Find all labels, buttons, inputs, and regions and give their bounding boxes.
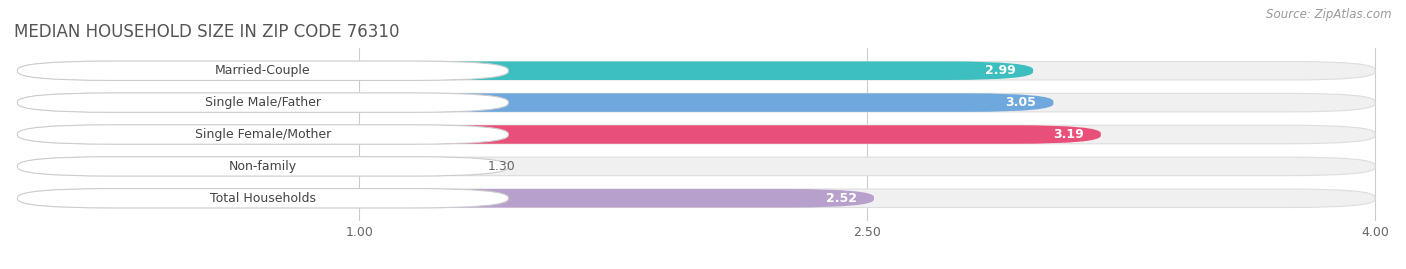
Text: Total Households: Total Households — [209, 192, 316, 205]
Text: Married-Couple: Married-Couple — [215, 64, 311, 77]
Text: 3.19: 3.19 — [1053, 128, 1084, 141]
Text: 3.05: 3.05 — [1005, 96, 1036, 109]
FancyBboxPatch shape — [21, 62, 1375, 80]
Text: Source: ZipAtlas.com: Source: ZipAtlas.com — [1267, 8, 1392, 21]
FancyBboxPatch shape — [21, 125, 1101, 144]
FancyBboxPatch shape — [21, 125, 1375, 144]
FancyBboxPatch shape — [21, 189, 875, 207]
FancyBboxPatch shape — [21, 93, 1053, 112]
Text: 1.30: 1.30 — [488, 160, 516, 173]
FancyBboxPatch shape — [21, 157, 461, 176]
FancyBboxPatch shape — [17, 189, 509, 208]
FancyBboxPatch shape — [17, 93, 509, 112]
Text: Single Female/Mother: Single Female/Mother — [195, 128, 330, 141]
FancyBboxPatch shape — [21, 157, 1375, 176]
Text: MEDIAN HOUSEHOLD SIZE IN ZIP CODE 76310: MEDIAN HOUSEHOLD SIZE IN ZIP CODE 76310 — [14, 23, 399, 41]
FancyBboxPatch shape — [21, 189, 1375, 207]
Text: Non-family: Non-family — [229, 160, 297, 173]
Text: Single Male/Father: Single Male/Father — [205, 96, 321, 109]
FancyBboxPatch shape — [17, 157, 509, 176]
FancyBboxPatch shape — [17, 61, 509, 80]
FancyBboxPatch shape — [17, 125, 509, 144]
FancyBboxPatch shape — [21, 93, 1375, 112]
Text: 2.52: 2.52 — [827, 192, 858, 205]
FancyBboxPatch shape — [21, 62, 1033, 80]
Text: 2.99: 2.99 — [986, 64, 1017, 77]
